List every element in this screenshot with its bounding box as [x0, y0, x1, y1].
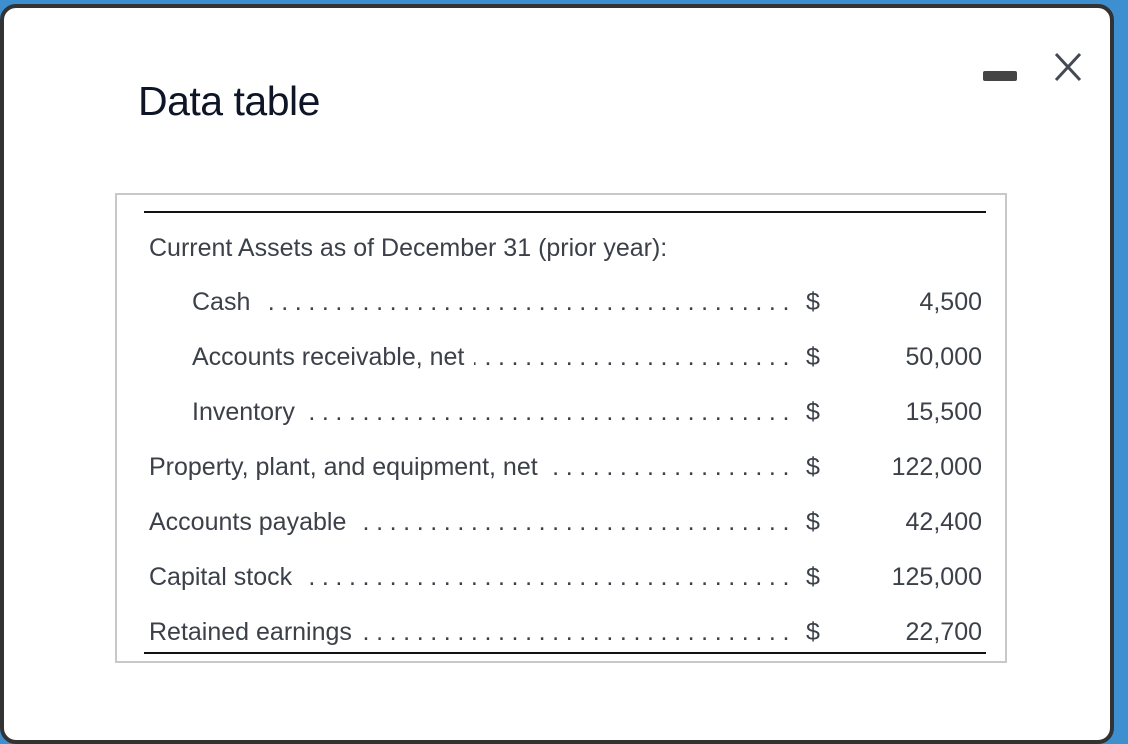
row-label: Property, plant, and equipment, net: [149, 453, 538, 481]
row-label: Cash: [192, 288, 251, 316]
row-amount: 15,500: [905, 398, 982, 426]
table-row: Retained earnings.......................…: [144, 612, 986, 652]
row-amount: 125,000: [891, 563, 982, 591]
row-amount: 50,000: [905, 343, 982, 371]
table-row: Accounts payable........................…: [144, 502, 986, 542]
currency-symbol: $: [806, 618, 820, 646]
leader-dots: ........................................…: [304, 398, 796, 426]
currency-symbol: $: [806, 563, 820, 591]
currency-symbol: $: [806, 288, 820, 316]
table-row: Cash....................................…: [144, 282, 986, 322]
leader-dots: ........................................…: [474, 343, 796, 371]
currency-symbol: $: [806, 508, 820, 536]
row-amount: 4,500: [919, 288, 982, 316]
row-amount: 42,400: [905, 508, 982, 536]
data-table-dialog: Data table Current Assets as of December…: [0, 4, 1114, 744]
table-row: Capital stock...........................…: [144, 557, 986, 597]
row-label: Capital stock: [149, 563, 293, 591]
top-rule: [144, 211, 986, 213]
row-label: Inventory: [192, 398, 295, 426]
leader-dots: ........................................…: [260, 288, 796, 316]
dialog-title: Data table: [138, 78, 320, 124]
table-row: Inventory...............................…: [144, 392, 986, 432]
leader-dots: ........................................…: [302, 563, 796, 591]
bottom-rule: [144, 652, 986, 654]
row-amount: 22,700: [905, 618, 982, 646]
table-row: Accounts receivable, net................…: [144, 337, 986, 377]
row-label: Retained earnings: [149, 618, 352, 646]
currency-symbol: $: [806, 453, 820, 481]
minimize-icon[interactable]: [983, 71, 1017, 81]
currency-symbol: $: [806, 343, 820, 371]
close-icon[interactable]: [1048, 48, 1088, 88]
data-table: Current Assets as of December 31 (prior …: [115, 193, 1007, 663]
table-heading: Current Assets as of December 31 (prior …: [149, 234, 668, 262]
row-label: Accounts payable: [149, 508, 347, 536]
leader-dots: ........................................…: [362, 618, 796, 646]
currency-symbol: $: [806, 398, 820, 426]
leader-dots: ........................................…: [547, 453, 796, 481]
table-row: Property, plant, and equipment, net.....…: [144, 447, 986, 487]
row-label: Accounts receivable, net: [192, 343, 465, 371]
leader-dots: ........................................…: [356, 508, 796, 536]
row-amount: 122,000: [891, 453, 982, 481]
